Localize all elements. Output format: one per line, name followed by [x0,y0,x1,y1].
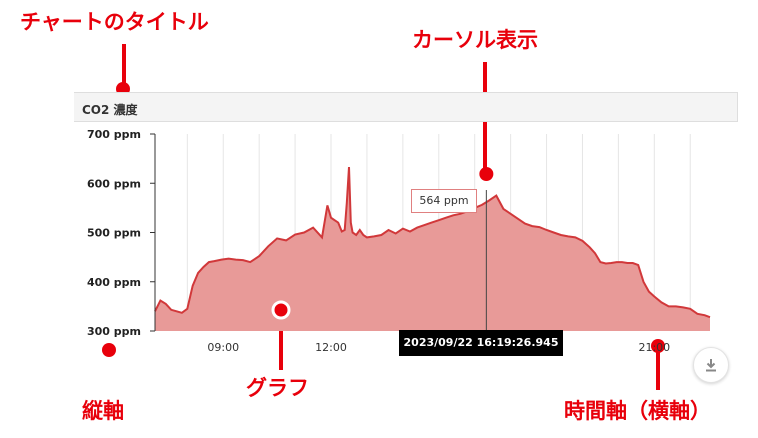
panel-header: CO2 濃度 [74,92,738,122]
cursor-dot [479,167,494,181]
annotation-time-axis-pointer [656,352,660,390]
annotation-cursor-display: カーソル表示 [412,28,538,52]
y-tick-label: 400 ppm [87,276,141,289]
annotation-graph-pointer [279,318,283,370]
download-icon [706,359,716,372]
annotation-chart-title-pointer [122,44,126,84]
panel-title: CO2 濃度 [82,103,138,117]
annotation-time-axis: 時間軸（横軸） [564,399,711,423]
cursor-timestamp: 2023/09/22 16:19:26.945 [399,330,563,356]
y-tick-label: 600 ppm [87,177,141,190]
annotation-chart-title: チャートのタイトル [20,10,209,34]
annotation-time-axis-dot [651,339,665,353]
annotation-vertical-axis-dot [102,343,116,357]
annotation-graph-dot [271,300,291,320]
series-area [155,167,710,331]
x-tick-label: 09:00 [207,341,239,354]
cursor-tooltip: 564 ppm [411,189,477,213]
annotation-vertical-axis: 縦軸 [82,399,124,423]
series-line [154,166,711,319]
y-tick-label: 700 ppm [87,128,141,141]
x-tick-label: 21:00 [638,341,670,354]
annotation-graph: グラフ [246,376,309,400]
y-tick-label: 300 ppm [87,325,141,338]
download-button[interactable] [693,347,729,383]
y-tick-label: 500 ppm [87,227,141,240]
x-tick-label: 12:00 [315,341,347,354]
